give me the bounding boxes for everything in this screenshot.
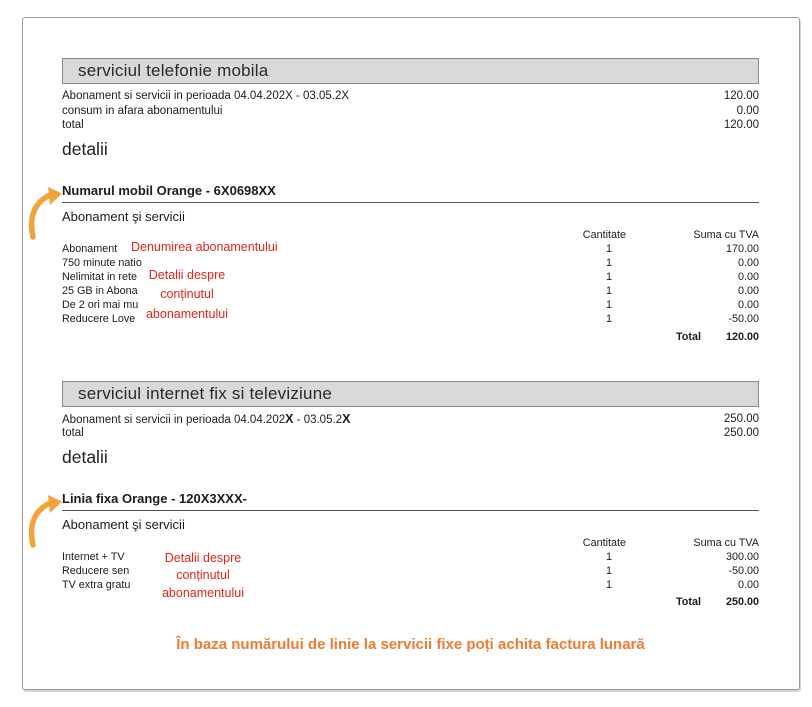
total-label: Total — [676, 596, 701, 609]
row-amount: 0.00 — [737, 285, 759, 298]
subscription-services-heading: Abonament şi servicii — [62, 208, 185, 224]
internet-detail-block: Linia fixa Orange - 120X3XXX- Abonament … — [28, 491, 759, 610]
summary-label: Abonament si servicii in perioada 04.04.… — [62, 413, 286, 426]
total-label: Total — [676, 330, 701, 343]
row-amount: 170.00 — [725, 242, 759, 255]
section-title: serviciul telefonie mobila — [78, 61, 269, 80]
summary-label: consum in afara abonamentului — [62, 104, 223, 117]
section-header-mobile: serviciul telefonie mobila — [62, 58, 759, 84]
row-label: Nelimitat in rete — [62, 270, 138, 283]
summary-row: consum in afara abonamentului 0.00 — [62, 104, 759, 119]
row-amount: -50.00 — [728, 564, 759, 577]
row-amount: 300.00 — [725, 550, 759, 563]
row-label: 25 GB in Abona — [62, 285, 138, 298]
mobile-detail-block: Numarul mobil Orange - 6X0698XX Abonamen… — [28, 183, 759, 344]
summary-amount: 250.00 — [723, 427, 759, 440]
summary-amount: 0.00 — [736, 104, 759, 117]
total-row: Total 250.00 — [62, 595, 759, 609]
table-row: Reducere sen 1 -50.00 — [62, 564, 759, 578]
table-row: TV extra gratu 1 0.00 — [62, 578, 759, 592]
summary-label: total — [62, 427, 84, 440]
row-qty: 1 — [605, 564, 612, 577]
footer-note: În baza numărului de linie la servicii f… — [176, 636, 645, 654]
annotation-subscription-contents: Detalii despre conținutul abonamentului — [145, 267, 228, 321]
table-row: Internet + TV 1 300.00 — [62, 550, 759, 564]
total-amount: 250.00 — [725, 596, 759, 609]
amount-column-header: Suma cu TVA — [693, 228, 759, 241]
row-amount: 0.00 — [737, 299, 759, 312]
row-label: Reducere Love — [62, 313, 136, 326]
row-label: Abonament — [62, 242, 118, 255]
fixed-line-heading: Linia fixa Orange - 120X3XXX- — [62, 491, 759, 511]
masked-digit: X — [342, 411, 351, 426]
summary-label: Abonament si servicii in perioada 04.04.… — [62, 90, 350, 102]
masked-digit: X — [285, 411, 294, 426]
mobile-summary: Abonament si servicii in perioada 04.04.… — [62, 89, 759, 133]
row-qty: 1 — [605, 550, 612, 563]
qty-column-header: Cantitate — [582, 228, 626, 241]
details-heading: detalii — [62, 138, 108, 159]
table-header-row: Cantitate Suma cu TVA — [62, 537, 759, 550]
table-row: Nelimitat in rete 1 0.00 — [62, 270, 759, 284]
row-amount: -50.00 — [728, 313, 759, 326]
curved-arrow-icon — [27, 493, 63, 549]
summary-amount: 250.00 — [723, 412, 759, 425]
row-qty: 1 — [605, 299, 612, 312]
row-label: Internet + TV — [62, 550, 125, 563]
row-label: De 2 ori mai mu — [62, 299, 139, 312]
charges-table-mobile: Cantitate Suma cu TVA Abonament 1 170.00… — [62, 229, 759, 344]
curved-arrow-icon — [27, 185, 63, 241]
total-row: Total 120.00 — [62, 330, 759, 344]
details-heading: detalii — [62, 446, 108, 467]
annotation-subscription-contents: Detalii despre conținutul abonamentului — [161, 550, 244, 600]
internet-summary: Abonament si servicii in perioada 04.04.… — [62, 412, 759, 441]
row-qty: 1 — [605, 579, 612, 591]
section-header-internet-tv: serviciul internet fix si televiziune — [62, 380, 759, 407]
invoice-page: serviciul telefonie mobila Abonament si … — [22, 17, 800, 690]
subscription-services-heading: Abonament şi servicii — [62, 516, 185, 532]
row-amount: 0.00 — [737, 256, 759, 269]
row-label: Reducere sen — [62, 564, 130, 577]
summary-row: Abonament si servicii in perioada 04.04.… — [62, 89, 759, 104]
qty-column-header: Cantitate — [582, 536, 626, 549]
summary-amount: 120.00 — [723, 119, 759, 131]
row-label: TV extra gratu — [62, 579, 131, 591]
summary-row: total 250.00 — [62, 426, 759, 441]
table-row: 25 GB in Abona 1 0.00 — [62, 284, 759, 298]
total-amount: 120.00 — [725, 330, 759, 343]
row-qty: 1 — [605, 285, 612, 298]
summary-row: total 120.00 — [62, 118, 759, 133]
row-qty: 1 — [605, 270, 612, 283]
table-row: 750 minute natio 1 0.00 — [62, 256, 759, 270]
charges-table-internet: Cantitate Suma cu TVA Internet + TV 1 30… — [62, 537, 759, 610]
table-row: Reducere Love 1 -50.00 — [62, 312, 759, 326]
mobile-number-heading: Numarul mobil Orange - 6X0698XX — [62, 183, 759, 203]
summary-row: Abonament si servicii in perioada 04.04.… — [62, 411, 759, 426]
row-qty: 1 — [605, 242, 612, 255]
summary-amount: 120.00 — [723, 90, 759, 102]
row-qty: 1 — [605, 313, 612, 326]
row-amount: 0.00 — [737, 270, 759, 283]
row-qty: 1 — [605, 256, 612, 269]
table-header-row: Cantitate Suma cu TVA — [62, 229, 759, 242]
summary-label: total — [62, 119, 84, 131]
amount-column-header: Suma cu TVA — [693, 536, 759, 549]
row-amount: 0.00 — [737, 579, 759, 591]
row-label: 750 minute natio — [62, 256, 142, 269]
annotation-subscription-name: Denumirea abonamentului — [131, 239, 278, 254]
table-row: De 2 ori mai mu 1 0.00 — [62, 298, 759, 312]
section-title: serviciul internet fix si televiziune — [78, 383, 332, 403]
table-row: Abonament 1 170.00 — [62, 242, 759, 256]
